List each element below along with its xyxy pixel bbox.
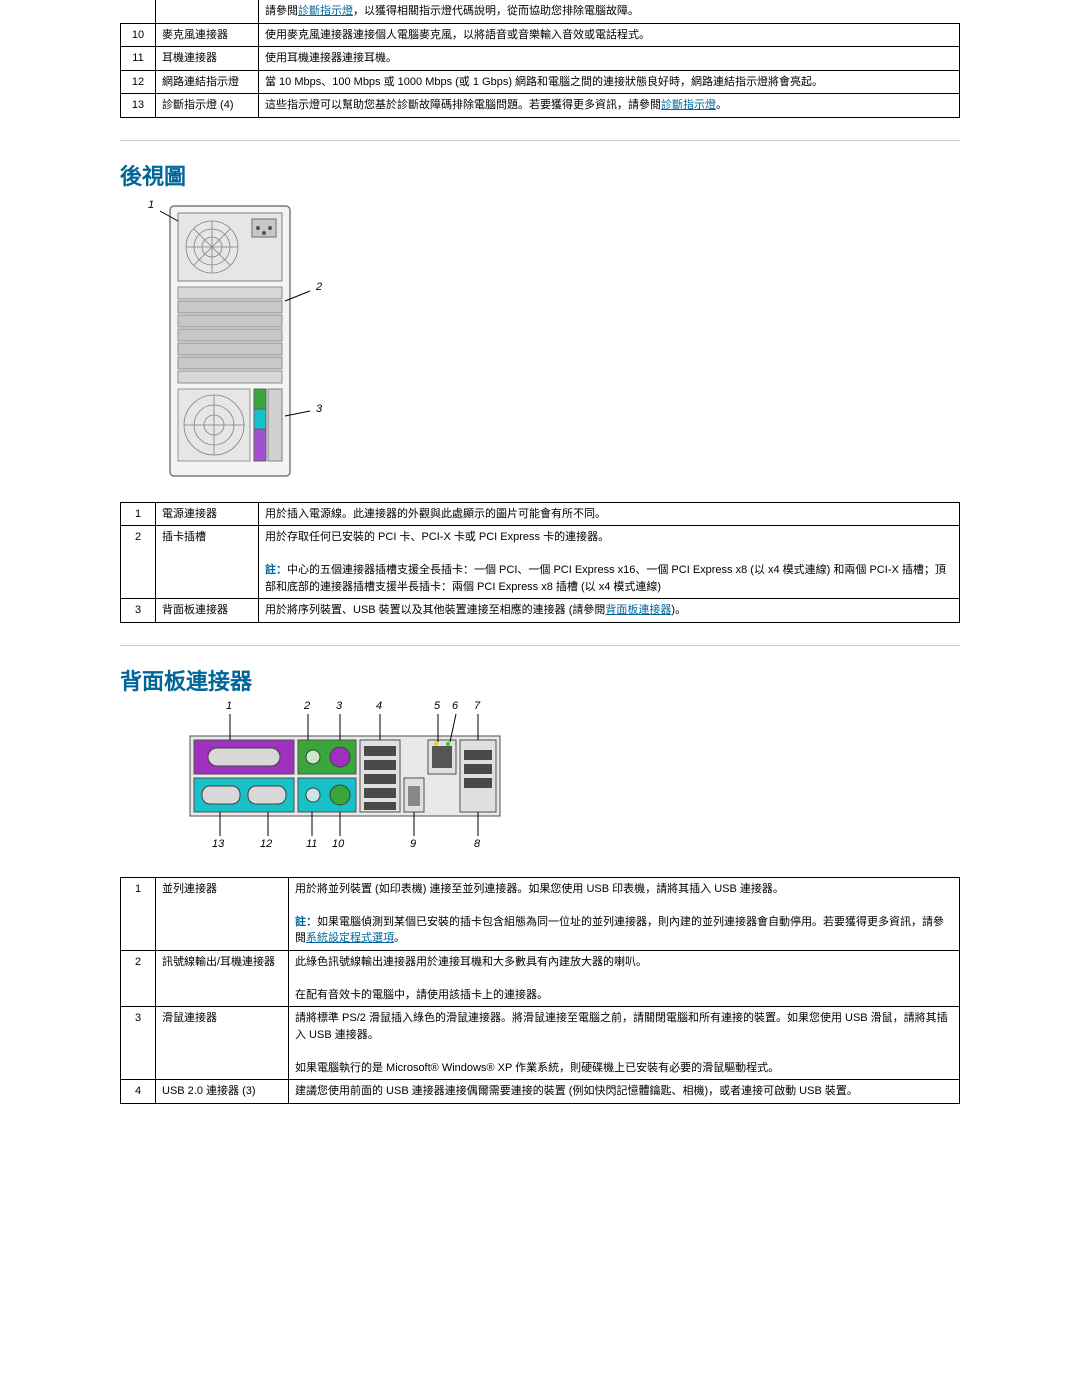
diag-led-link[interactable]: 診斷指示燈	[661, 99, 716, 111]
table-desc: 當 10 Mbps、100 Mbps 或 1000 Mbps (或 1 Gbps…	[259, 70, 960, 94]
table-label: 訊號線輸出/耳機連接器	[156, 950, 289, 1007]
table-label: 耳機連接器	[156, 47, 259, 71]
table-idx: 10	[121, 23, 156, 47]
note-label: 註：	[265, 564, 287, 576]
table-desc: 此綠色訊號線輸出連接器用於連接耳機和大多數具有內建放大器的喇叭。 在配有音效卡的…	[289, 950, 960, 1007]
table-idx: 3	[121, 599, 156, 623]
table-idx: 11	[121, 47, 156, 71]
table-cell: 用於將序列裝置、USB 裝置以及其他裝置連接至相應的連接器 (請參閱背面板連接器…	[259, 599, 960, 623]
back-panel-svg	[180, 706, 510, 856]
callout-t4: 4	[376, 700, 382, 712]
table-desc: 使用麥克風連接器連接個人電腦麥克風，以將語音或音樂輸入音效或電話程式。	[259, 23, 960, 47]
back-panel-link[interactable]: 背面板連接器	[605, 604, 671, 616]
table-idx: 1	[121, 502, 156, 526]
text: 。	[716, 99, 727, 111]
table-idx: 1	[121, 877, 156, 950]
rear-view-table: 1 電源連接器 用於插入電源線。此連接器的外觀與此處顯示的圖片可能會有所不同。 …	[120, 502, 960, 623]
callout-b13: 13	[212, 838, 224, 850]
table-desc: 使用耳機連接器連接耳機。	[259, 47, 960, 71]
callout-b9: 9	[410, 838, 416, 850]
table-label: 網路連結指示燈	[156, 70, 259, 94]
callout-t1: 1	[226, 700, 232, 712]
text: 用於將並列裝置 (如印表機) 連接至並列連接器。如果您使用 USB 印表機，請將…	[295, 883, 784, 895]
diag-led-link[interactable]: 診斷指示燈	[298, 5, 353, 17]
table-cell: 用於存取任何已安裝的 PCI 卡、PCI-X 卡或 PCI Express 卡的…	[259, 526, 960, 599]
callout-b10: 10	[332, 838, 344, 850]
callout-t7: 7	[474, 700, 480, 712]
callout-t3: 3	[336, 700, 342, 712]
rear-view-heading: 後視圖	[120, 159, 960, 191]
table-label: 並列連接器	[156, 877, 289, 950]
text: 用於將序列裝置、USB 裝置以及其他裝置連接至相應的連接器 (請參閱	[265, 604, 605, 616]
table-idx: 12	[121, 70, 156, 94]
table-desc: 建議您使用前面的 USB 連接器連接偶爾需要連接的裝置 (例如快閃記憶體鑰匙、相…	[289, 1080, 960, 1104]
table-label: USB 2.0 連接器 (3)	[156, 1080, 289, 1104]
callout-2: 2	[316, 281, 322, 293]
top-connector-table: 請參閱診斷指示燈，以獲得相關指示燈代碼說明，從而協助您排除電腦故障。 10 麥克…	[120, 0, 960, 118]
callout-b12: 12	[260, 838, 272, 850]
text: 用於存取任何已安裝的 PCI 卡、PCI-X 卡或 PCI Express 卡的…	[265, 531, 609, 543]
text: 這些指示燈可以幫助您基於診斷故障碼排除電腦問題。若要獲得更多資訊，請參閱	[265, 99, 661, 111]
divider	[120, 140, 960, 141]
text: 請參閱	[265, 5, 298, 17]
divider	[120, 645, 960, 646]
callout-1: 1	[148, 199, 154, 211]
callout-t2: 2	[304, 700, 310, 712]
table-label: 背面板連接器	[156, 599, 259, 623]
text: ，以獲得相關指示燈代碼說明，從而協助您排除電腦故障。	[353, 5, 639, 17]
table-cell	[156, 0, 259, 23]
text: )。	[671, 604, 686, 616]
table-idx: 3	[121, 1007, 156, 1080]
table-cell: 請參閱診斷指示燈，以獲得相關指示燈代碼說明，從而協助您排除電腦故障。	[259, 0, 960, 23]
table-idx: 2	[121, 526, 156, 599]
back-panel-figure: 1 2 3 4 5 6 7 13 12 11 10 9 8	[180, 706, 540, 859]
table-cell: 這些指示燈可以幫助您基於診斷故障碼排除電腦問題。若要獲得更多資訊，請參閱診斷指示…	[259, 94, 960, 118]
table-label: 電源連接器	[156, 502, 259, 526]
back-panel-table: 1 並列連接器 用於將並列裝置 (如印表機) 連接至並列連接器。如果您使用 US…	[120, 877, 960, 1104]
callout-b11: 11	[306, 838, 317, 850]
table-cell	[121, 0, 156, 23]
table-label: 診斷指示燈 (4)	[156, 94, 259, 118]
back-panel-heading: 背面板連接器	[120, 664, 960, 696]
bios-options-link[interactable]: 系統設定程式選項	[306, 932, 394, 944]
table-idx: 13	[121, 94, 156, 118]
table-desc: 用於插入電源線。此連接器的外觀與此處顯示的圖片可能會有所不同。	[259, 502, 960, 526]
table-idx: 4	[121, 1080, 156, 1104]
callout-t5: 5	[434, 700, 440, 712]
table-desc: 請將標準 PS/2 滑鼠插入綠色的滑鼠連接器。將滑鼠連接至電腦之前，請關閉電腦和…	[289, 1007, 960, 1080]
rear-tower-svg	[120, 201, 320, 481]
table-idx: 2	[121, 950, 156, 1007]
table-cell: 用於將並列裝置 (如印表機) 連接至並列連接器。如果您使用 USB 印表機，請將…	[289, 877, 960, 950]
callout-b8: 8	[474, 838, 480, 850]
note-text: 中心的五個連接器插槽支援全長插卡：一個 PCI、一個 PCI Express x…	[265, 564, 946, 593]
table-label: 滑鼠連接器	[156, 1007, 289, 1080]
table-label: 麥克風連接器	[156, 23, 259, 47]
callout-3: 3	[316, 403, 322, 415]
text: 。	[394, 932, 405, 944]
callout-t6: 6	[452, 700, 458, 712]
note-label: 註：	[295, 916, 317, 928]
rear-view-figure: 1 2 3	[120, 201, 350, 484]
table-label: 插卡插槽	[156, 526, 259, 599]
